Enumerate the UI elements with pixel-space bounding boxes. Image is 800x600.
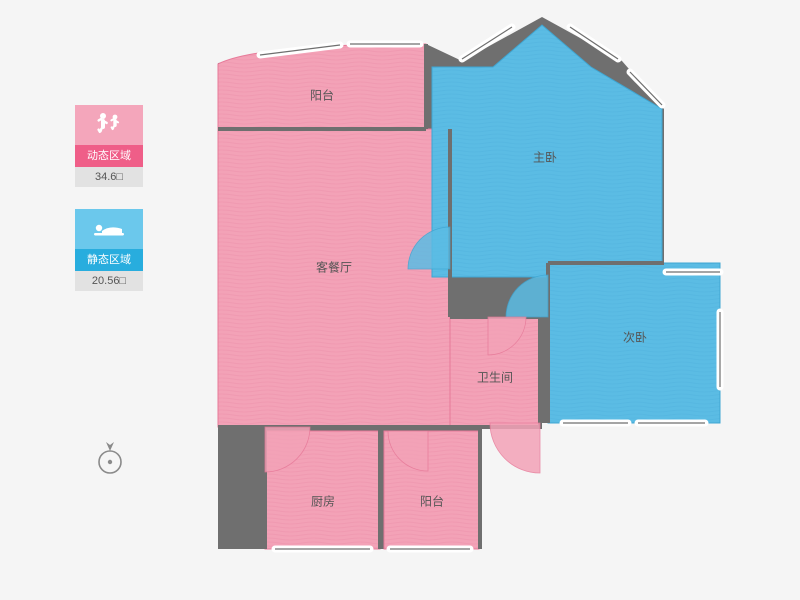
compass-icon [95,440,125,481]
figures-running-icon [75,105,143,145]
floorplan: 阳台客餐厅卫生间厨房阳台主卧次卧 [210,17,730,572]
room-second-bedroom [548,263,720,423]
legend-static-label: 静态区域 [75,249,143,271]
legend-static-value: 20.56□ [75,271,143,291]
legend-panel: 动态区域 34.6□ 静态区域 20.56□ [75,105,143,313]
legend-static: 静态区域 20.56□ [75,209,143,291]
legend-dynamic-label: 动态区域 [75,145,143,167]
figure-sleeping-icon [75,209,143,249]
legend-dynamic-value: 34.6□ [75,167,143,187]
door-arc [490,423,540,473]
legend-dynamic: 动态区域 34.6□ [75,105,143,187]
room-living-dining [218,129,450,427]
room-balcony-top [218,44,426,129]
